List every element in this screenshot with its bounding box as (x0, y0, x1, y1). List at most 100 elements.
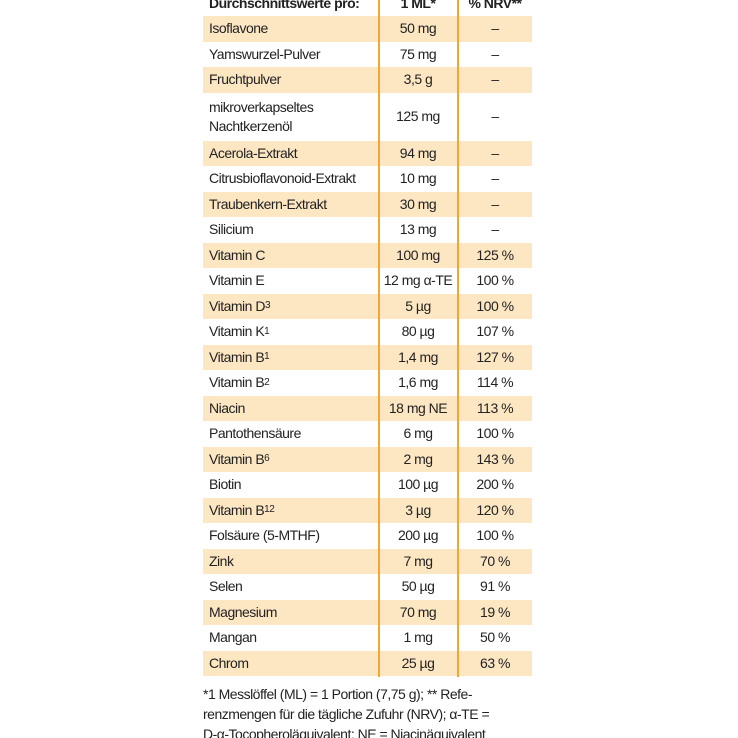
ingredient-name: Yamswurzel-Pulver (209, 42, 379, 68)
amount: 6 mg (403, 425, 433, 442)
amount: 1,6 mg (398, 374, 438, 391)
ingredient-name: Citrusbioflavonoid-Extrakt (209, 166, 379, 192)
amount: 2 mg (403, 450, 433, 467)
nrv: 127 % (476, 348, 514, 365)
name-text: Zink (209, 552, 234, 569)
table-row: Mangan 1 mg 50 % (203, 625, 532, 651)
column-divider (457, 0, 459, 677)
name-text: Biotin (209, 476, 242, 493)
name-text: Traubenkern-Extrakt (209, 195, 327, 212)
name-text: Vitamin D (209, 297, 265, 314)
amount: 25 µg (401, 654, 435, 671)
name-text: Vitamin B (209, 348, 265, 365)
amount: 18 mg NE (388, 399, 448, 416)
table-row: Vitamin B 12 3 µg 120 % (203, 497, 532, 523)
table-row: Vitamin C 100 mg 125 % (203, 242, 532, 269)
ingredient-name: Pantothensäure (209, 421, 379, 447)
ingredient-name: Magnesium (209, 600, 379, 626)
table-row: Biotin 100 µg 200 % (203, 472, 532, 498)
nrv: – (491, 108, 499, 124)
nrv: 19 % (480, 603, 510, 620)
amount: 3,5 g (403, 71, 433, 88)
name-text: Citrusbioflavonoid-Extrakt (209, 170, 356, 187)
nrv: – (491, 20, 499, 37)
name-text: Silicium (209, 221, 254, 238)
nrv: 200 % (476, 476, 514, 493)
name-text: Chrom (209, 654, 249, 671)
table-row: Vitamin B 2 1,6 mg 114 % (203, 370, 532, 396)
name-text: Mangan (209, 629, 257, 646)
ingredient-name: Biotin (209, 472, 379, 498)
nrv: – (491, 45, 499, 62)
table-row: Selen 50 µg 91 % (203, 574, 532, 600)
amount: 12 mg α-TE (383, 272, 453, 289)
name-text: Vitamin E (209, 272, 265, 289)
nrv: – (491, 71, 499, 88)
name-text: Vitamin B (209, 374, 265, 391)
amount: 1,4 mg (398, 348, 438, 365)
name-text: Vitamin C (209, 246, 265, 263)
name-text: mikroverkapseltes Nachtkerzenöl (209, 98, 314, 134)
name-text: Fruchtpulver (209, 71, 281, 88)
amount: 70 mg (399, 603, 437, 620)
nrv: – (491, 144, 499, 161)
name-text: Folsäure (5-MTHF) (209, 527, 320, 544)
amount: 100 mg (396, 246, 440, 263)
ingredient-name: Zink (209, 549, 379, 575)
amount: 75 mg (399, 45, 437, 62)
amount: 200 µg (397, 527, 439, 544)
table-row: Pantothensäure 6 mg 100 % (203, 421, 532, 447)
name-text: Isoflavone (209, 20, 268, 37)
name-text: Yamswurzel-Pulver (209, 45, 321, 62)
table-row: Fruchtpulver 3,5 g – (203, 67, 532, 93)
header-cell: % NRV** (468, 0, 522, 11)
ingredient-name: Vitamin C (209, 243, 379, 269)
table-row: Isoflavone 50 mg – (203, 16, 532, 42)
amount: 30 mg (399, 195, 437, 212)
footnote-line: renzmengen für die tägliche Zufuhr (NRV)… (203, 706, 490, 722)
header-cell: 1 ML* (400, 0, 436, 11)
nrv: 100 % (476, 272, 514, 289)
nrv: 113 % (476, 399, 514, 416)
ingredient-name: Folsäure (5-MTHF) (209, 523, 379, 549)
amount: 13 mg (399, 221, 437, 238)
nrv: – (491, 221, 499, 238)
amount: 50 µg (401, 578, 435, 595)
nrv: 91 % (480, 578, 510, 595)
amount: 94 mg (399, 144, 437, 161)
nrv: 120 % (476, 501, 514, 518)
amount: 10 mg (399, 170, 437, 187)
table-row: Vitamin K 1 80 µg 107 % (203, 319, 532, 345)
ingredient-name: Mangan (209, 625, 379, 651)
ingredient-name: Selen (209, 574, 379, 600)
table-row: Silicium 13 mg – (203, 217, 532, 243)
name-text: Niacin (209, 399, 245, 416)
ingredient-name: Niacin (209, 396, 379, 422)
nrv: 107 % (476, 323, 514, 340)
ingredient-name: Traubenkern-Extrakt (209, 192, 379, 218)
nrv: – (491, 170, 499, 187)
nrv: 100 % (476, 425, 514, 442)
name-text: Magnesium (209, 603, 277, 620)
table-row: Vitamin E 12 mg α-TE 100 % (203, 268, 532, 294)
amount: 5 µg (405, 297, 431, 314)
table-row: Citrusbioflavonoid-Extrakt 10 mg – (203, 166, 532, 192)
nrv: 63 % (480, 654, 510, 671)
amount: 100 µg (397, 476, 439, 493)
name-text: Selen (209, 578, 243, 595)
amount: 7 mg (403, 552, 433, 569)
table-row: Zink 7 mg 70 % (203, 548, 532, 575)
nrv: 100 % (476, 297, 514, 314)
table-row: Niacin 18 mg NE 113 % (203, 395, 532, 422)
footnote: *1 Messlöffel (ML) = 1 Portion (7,75 g);… (203, 684, 490, 738)
nrv: 50 % (480, 629, 510, 646)
name-text: Vitamin B (209, 450, 265, 467)
nrv: 70 % (480, 552, 510, 569)
